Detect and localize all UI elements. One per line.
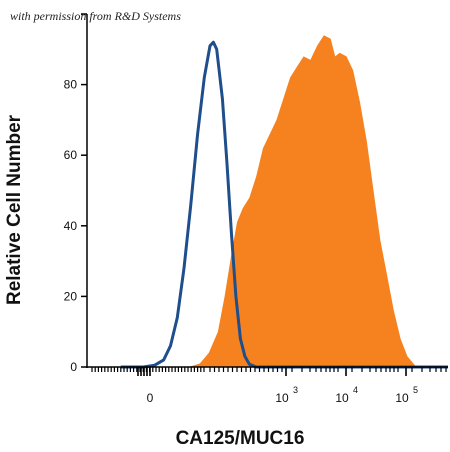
x-tick-exponent: 3 <box>293 385 298 395</box>
watermark-text: with permission from R&D Systems <box>10 9 181 23</box>
x-tick-exponent: 5 <box>413 385 418 395</box>
x-axis-title: CA125/MUC16 <box>176 428 305 449</box>
filled-histogram <box>120 35 449 367</box>
y-axis-title: Relative Cell Number <box>4 114 25 305</box>
plot-area <box>120 35 449 369</box>
outline-histogram <box>120 40 448 369</box>
y-tick-label: 60 <box>64 148 78 162</box>
x-tick-exponent: 4 <box>353 385 358 395</box>
x-tick-label: 0 <box>147 391 154 405</box>
y-tick-label: 40 <box>64 219 78 233</box>
x-tick-label: 10 <box>275 391 289 405</box>
axes: 0 20 40 60 80 0 10 3 10 4 10 5 <box>64 13 448 405</box>
y-tick-label: 20 <box>64 289 78 303</box>
x-tick-label: 10 <box>395 391 409 405</box>
y-tick-label: 80 <box>64 78 78 92</box>
x-tick-label: 10 <box>335 391 349 405</box>
y-tick-label: 0 <box>70 360 77 374</box>
